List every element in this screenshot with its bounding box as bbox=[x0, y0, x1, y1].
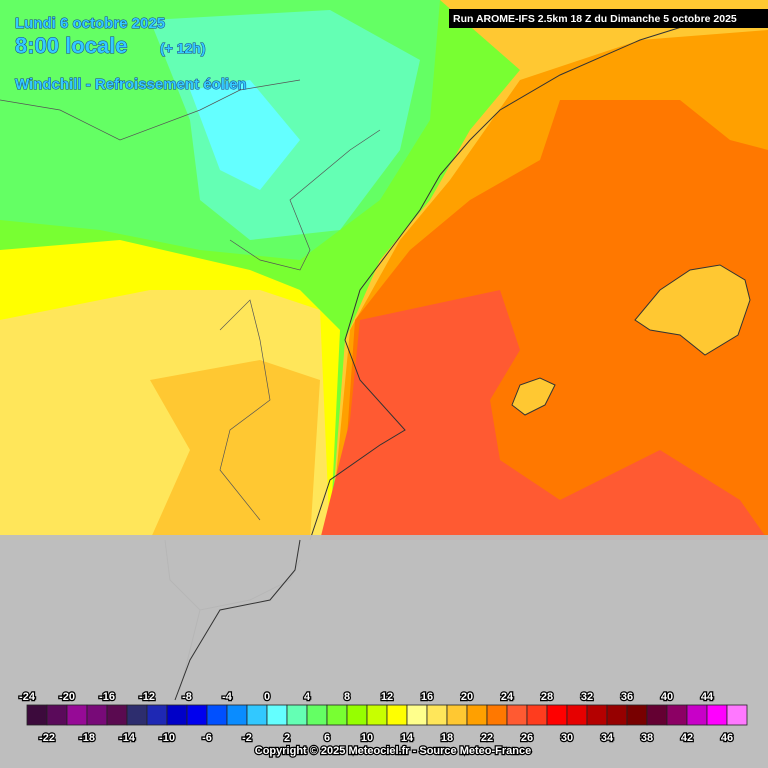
legend-label: -6 bbox=[202, 732, 212, 744]
copyright: Copyright © 2025 Meteociel.fr - Source M… bbox=[255, 745, 531, 757]
legend-swatch bbox=[126, 704, 148, 726]
legend-swatch bbox=[466, 704, 488, 726]
legend-swatch bbox=[626, 704, 648, 726]
legend-label: 20 bbox=[461, 691, 473, 703]
legend-label: -18 bbox=[79, 732, 95, 744]
legend-label: 40 bbox=[661, 691, 673, 703]
legend-swatch bbox=[666, 704, 688, 726]
legend-swatch bbox=[86, 704, 108, 726]
legend-swatch bbox=[706, 704, 728, 726]
legend-swatch bbox=[366, 704, 388, 726]
legend-label: 42 bbox=[681, 732, 693, 744]
forecast-offset: (+ 12h) bbox=[160, 40, 206, 56]
legend-label: -12 bbox=[139, 691, 155, 703]
legend-swatch bbox=[266, 704, 288, 726]
legend-label: 28 bbox=[541, 691, 553, 703]
legend-swatch bbox=[286, 704, 308, 726]
legend-swatch bbox=[606, 704, 628, 726]
legend-label: -8 bbox=[182, 691, 192, 703]
legend-label: 16 bbox=[421, 691, 433, 703]
legend-swatch bbox=[386, 704, 408, 726]
legend-swatch bbox=[406, 704, 428, 726]
legend-swatch bbox=[106, 704, 128, 726]
legend-label: 24 bbox=[501, 691, 514, 703]
legend-label: -2 bbox=[242, 732, 252, 744]
legend-swatch bbox=[566, 704, 588, 726]
legend-label: 30 bbox=[561, 732, 573, 744]
legend-swatch bbox=[66, 704, 88, 726]
run-box bbox=[449, 9, 768, 28]
legend-swatch bbox=[486, 704, 508, 726]
color-legend: -24-22-20-18-16-14-12-10-8-6-4-202468101… bbox=[18, 690, 748, 745]
legend-swatch bbox=[206, 704, 228, 726]
legend-label: -22 bbox=[39, 732, 55, 744]
legend-swatch bbox=[186, 704, 208, 726]
legend-label: 4 bbox=[304, 691, 311, 703]
map-subtitle: Windchill - Refroissement éolien bbox=[15, 76, 247, 93]
legend-label: 10 bbox=[361, 732, 373, 744]
legend-swatch bbox=[146, 704, 168, 726]
legend-label: 38 bbox=[641, 732, 653, 744]
legend-swatch bbox=[246, 704, 268, 726]
legend-swatch bbox=[526, 704, 548, 726]
legend-label: -20 bbox=[59, 691, 75, 703]
forecast-date: Lundi 6 octobre 2025 bbox=[15, 15, 165, 32]
legend-label: 8 bbox=[344, 691, 350, 703]
legend-swatch bbox=[546, 704, 568, 726]
run-info: Run AROME-IFS 2.5km 18 Z du Dimanche 5 o… bbox=[453, 13, 737, 25]
legend-label: 22 bbox=[481, 732, 493, 744]
legend-label: -14 bbox=[119, 732, 136, 744]
legend-swatch bbox=[306, 704, 328, 726]
legend-swatch bbox=[586, 704, 608, 726]
legend-swatch bbox=[686, 704, 708, 726]
legend-label: -10 bbox=[159, 732, 175, 744]
legend-label: -24 bbox=[19, 691, 36, 703]
legend-swatch bbox=[726, 704, 748, 726]
legend-label: 46 bbox=[721, 732, 733, 744]
legend-swatch bbox=[646, 704, 668, 726]
legend-label: 14 bbox=[401, 732, 414, 744]
legend-label: -4 bbox=[222, 691, 233, 703]
legend-swatch bbox=[46, 704, 68, 726]
legend-label: 32 bbox=[581, 691, 593, 703]
legend-label: 6 bbox=[324, 732, 330, 744]
legend-label: 12 bbox=[381, 691, 393, 703]
legend-label: 36 bbox=[621, 691, 633, 703]
legend-label: 34 bbox=[601, 732, 614, 744]
legend-label: 26 bbox=[521, 732, 533, 744]
legend-swatch bbox=[446, 704, 468, 726]
legend-swatch bbox=[326, 704, 348, 726]
legend-label: -16 bbox=[99, 691, 115, 703]
legend-swatch bbox=[166, 704, 188, 726]
legend-label: 0 bbox=[264, 691, 270, 703]
legend-swatch bbox=[226, 704, 248, 726]
legend-label: 44 bbox=[701, 691, 714, 703]
legend-label: 2 bbox=[284, 732, 290, 744]
legend-swatch bbox=[26, 704, 48, 726]
legend-swatch bbox=[346, 704, 368, 726]
legend-swatch bbox=[426, 704, 448, 726]
legend-label: 18 bbox=[441, 732, 453, 744]
legend-swatch bbox=[506, 704, 528, 726]
forecast-time: 8:00 locale bbox=[15, 33, 128, 58]
